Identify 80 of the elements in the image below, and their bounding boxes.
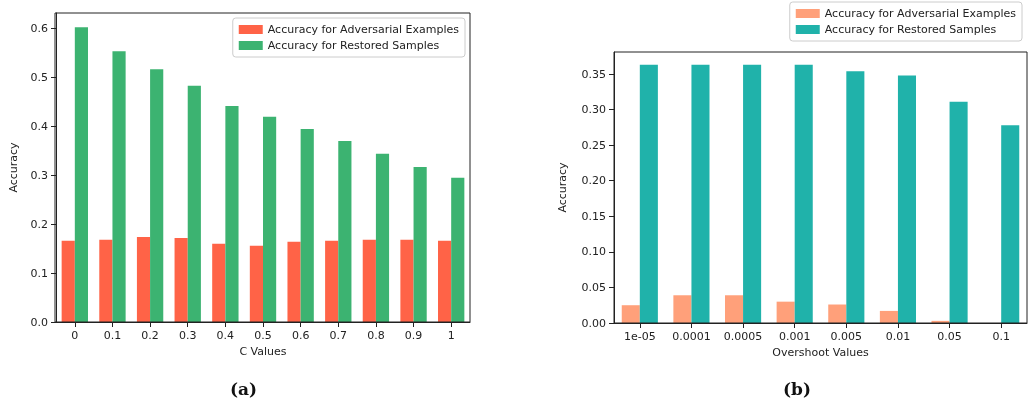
x-tick-label: 1 [447,329,455,342]
bar [174,237,188,322]
bar [413,167,427,322]
bar [325,240,339,322]
bar [150,69,164,322]
x-tick-label: 0.6 [291,329,310,342]
y-tick-label: 0.25 [581,138,606,152]
bar [1001,125,1020,323]
x-tick-label: 0.8 [367,329,385,342]
y-tick-label: 0.5 [30,71,48,85]
bar [639,64,658,323]
x-tick-label: 0.05 [937,330,962,343]
y-tick-label: 0.10 [581,245,606,259]
bar [438,240,452,322]
x-tick-label: 0.2 [141,329,159,342]
bar [362,239,376,322]
bar [949,101,968,323]
legend-label: Accuracy for Adversarial Examples [267,23,460,36]
y-tick-label: 0.6 [30,22,48,36]
y-tick-label: 0.20 [581,174,606,188]
y-tick-label: 0.30 [581,103,606,117]
bar [897,75,917,323]
y-tick-label: 0.35 [581,67,606,81]
x-tick-label: 0.0005 [723,330,763,343]
bar [263,116,277,322]
bar [187,85,201,322]
x-tick-label: 0.4 [216,329,235,342]
bar [743,64,762,323]
x-tick-label: 0.5 [254,329,272,342]
x-axis-title: Overshoot Values [772,345,869,359]
y-tick-label: 0.1 [30,266,48,280]
bar [828,304,847,323]
y-axis-title: Accuracy [556,161,569,213]
y-tick-label: 0.2 [30,217,48,231]
bar [300,128,314,322]
y-tick-label: 0.4 [30,119,48,133]
x-tick-label: 0.001 [778,330,811,343]
y-tick-label: 0.15 [581,209,606,223]
bar [136,236,151,322]
x-tick-label: 1e-05 [623,330,656,343]
y-axis-title: Accuracy [7,141,20,193]
bar [776,301,795,323]
bar [338,141,352,322]
bar [287,241,301,322]
bar [673,295,692,323]
bar [451,177,465,322]
x-tick-label: 0.1 [103,329,122,342]
bar [74,27,88,322]
x-axis-title: C Values [239,344,287,358]
bar [691,64,710,323]
y-tick-label: 0.00 [581,316,606,330]
bar [794,64,813,323]
legend-label: Accuracy for Restored Samples [267,39,440,52]
bar [400,239,414,322]
bar [212,243,226,322]
y-tick-label: 0.05 [581,280,606,294]
x-tick-label: 0.9 [404,329,423,342]
x-tick-label: 0.7 [329,329,348,342]
bar [846,71,865,323]
x-tick-label: 0.3 [178,329,197,342]
x-tick-label: 0.01 [885,330,911,343]
bar [249,245,263,322]
legend-label: Accuracy for Adversarial Examples [824,7,1017,20]
bar [724,295,744,323]
y-tick-label: 0.3 [30,168,48,182]
bar [621,305,640,323]
bar [61,240,75,322]
text: (a) [230,378,258,399]
legend-label: Accuracy for Restored Samples [824,23,997,36]
x-tick-label: 0.005 [830,330,863,343]
bar [112,51,126,322]
bar [375,153,390,322]
bar [99,239,113,322]
y-tick-label: 0.0 [30,315,48,329]
bar [879,310,898,323]
bar [225,105,239,322]
x-tick-label: 0.1 [992,330,1010,343]
x-tick-label: 0 [71,329,79,342]
text: (b) [783,378,811,399]
x-tick-label: 0.0001 [672,330,711,343]
